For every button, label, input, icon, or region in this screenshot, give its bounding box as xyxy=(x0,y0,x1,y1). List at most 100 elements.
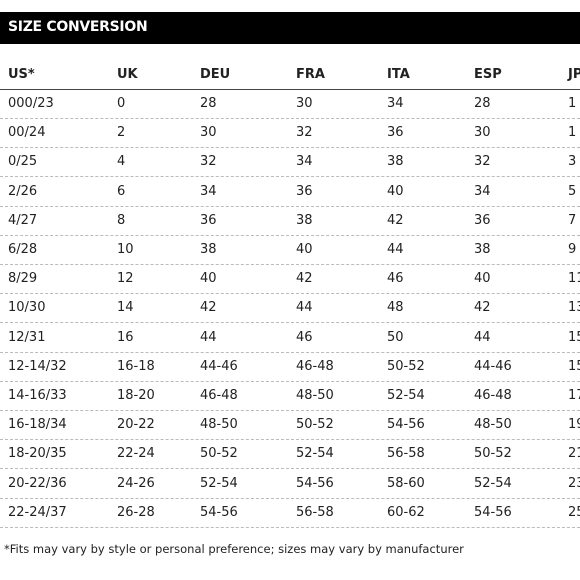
column-header: JP xyxy=(568,67,580,82)
table-cell: 44 xyxy=(200,329,217,345)
row-rule xyxy=(0,293,580,295)
table-cell: 48-50 xyxy=(296,388,334,403)
table-cell: 26-28 xyxy=(117,504,155,520)
table-cell: 32 xyxy=(474,154,491,170)
table-cell: 42 xyxy=(200,300,217,316)
table-cell: 40 xyxy=(296,242,313,257)
table-cell: 38 xyxy=(474,242,491,257)
table-cell: 40 xyxy=(387,183,404,199)
row-rule xyxy=(0,147,580,149)
table-cell: 40 xyxy=(200,271,217,287)
table-cell: 20-22/36 xyxy=(8,475,67,491)
table-cell: 36 xyxy=(474,212,491,228)
table-cell: 00/24 xyxy=(8,125,46,141)
table-cell: 36 xyxy=(200,212,217,228)
table-cell: 46-48 xyxy=(474,388,512,403)
table-cell: 56-58 xyxy=(296,504,334,520)
table-cell: 56-58 xyxy=(387,446,425,462)
table-cell: 52-54 xyxy=(474,475,512,491)
table-cell: 16 xyxy=(117,329,134,345)
table-cell: 52-54 xyxy=(200,475,238,491)
table-cell: 34 xyxy=(387,96,404,111)
table-cell: 54-56 xyxy=(200,504,238,520)
header-rule xyxy=(0,89,580,90)
table-cell: 1 xyxy=(568,125,577,141)
column-header: DEU xyxy=(200,67,231,82)
table-cell: 22-24 xyxy=(117,446,155,462)
table-cell: 38 xyxy=(200,242,217,257)
row-rule xyxy=(0,380,580,382)
column-header: FRA xyxy=(296,67,325,82)
table-cell: 32 xyxy=(200,154,217,170)
table-cell: 44-46 xyxy=(200,358,238,374)
column-header: ITA xyxy=(387,67,410,82)
table-cell: 23 xyxy=(568,475,580,491)
table-cell: 2 xyxy=(117,125,126,141)
table-cell: 20-22 xyxy=(117,417,155,433)
row-rule xyxy=(0,526,580,528)
table-cell: 32 xyxy=(296,125,313,141)
table-cell: 6/28 xyxy=(8,242,38,257)
row-rule xyxy=(0,118,580,119)
table-cell: 14-16/33 xyxy=(8,388,67,403)
footnote: *Fits may vary by style or personal pref… xyxy=(4,542,464,556)
column-header: ESP xyxy=(474,67,502,82)
table-cell: 2/26 xyxy=(8,183,38,199)
table-cell: 0 xyxy=(117,96,126,111)
row-rule xyxy=(0,468,580,470)
table-cell: 19 xyxy=(568,417,580,433)
table-cell: 54-56 xyxy=(387,417,425,433)
table-cell: 5 xyxy=(568,183,577,199)
table-cell: 000/23 xyxy=(8,96,54,111)
table-cell: 54-56 xyxy=(296,475,334,491)
table-cell: 7 xyxy=(568,212,577,228)
table-cell: 1 xyxy=(568,96,577,111)
table-cell: 10 xyxy=(117,242,134,257)
table-cell: 30 xyxy=(474,125,491,141)
table-cell: 11 xyxy=(568,271,580,287)
row-rule xyxy=(0,497,580,499)
table-cell: 16-18 xyxy=(117,358,155,374)
row-rule xyxy=(0,176,580,178)
table-cell: 17 xyxy=(568,388,580,403)
table-cell: 42 xyxy=(387,212,404,228)
table-cell: 21 xyxy=(568,446,580,462)
table-cell: 12/31 xyxy=(8,329,46,345)
table-cell: 4 xyxy=(117,154,126,170)
table-cell: 34 xyxy=(200,183,217,199)
table-cell: 40 xyxy=(474,271,491,287)
table-cell: 10/30 xyxy=(8,300,46,316)
table-cell: 46 xyxy=(387,271,404,287)
row-rule xyxy=(0,264,580,265)
table-cell: 15 xyxy=(568,358,580,374)
table-cell: 42 xyxy=(296,271,313,287)
table-cell: 50-52 xyxy=(387,358,425,374)
row-rule xyxy=(0,205,580,207)
table-cell: 25 xyxy=(568,504,580,520)
table-cell: 24-26 xyxy=(117,475,155,491)
table-cell: 58-60 xyxy=(387,475,425,491)
table-cell: 60-62 xyxy=(387,504,425,520)
table-cell: 38 xyxy=(296,212,313,228)
table-cell: 15 xyxy=(568,329,580,345)
table-cell: 38 xyxy=(387,154,404,170)
table-cell: 52-54 xyxy=(387,388,425,403)
table-cell: 36 xyxy=(296,183,313,199)
row-rule xyxy=(0,322,580,324)
table-cell: 46 xyxy=(296,329,313,345)
header-bar xyxy=(0,12,580,44)
table-cell: 44 xyxy=(296,300,313,316)
table-cell: 34 xyxy=(296,154,313,170)
table-cell: 50-52 xyxy=(200,446,238,462)
row-rule xyxy=(0,351,580,353)
row-rule xyxy=(0,410,580,411)
table-cell: 18-20 xyxy=(117,388,155,403)
table-cell: 44-46 xyxy=(474,358,512,374)
table-cell: 52-54 xyxy=(296,446,334,462)
table-cell: 44 xyxy=(474,329,491,345)
table-cell: 54-56 xyxy=(474,504,512,520)
table-cell: 13 xyxy=(568,300,580,316)
table-cell: 50 xyxy=(387,329,404,345)
table-cell: 48 xyxy=(387,300,404,316)
